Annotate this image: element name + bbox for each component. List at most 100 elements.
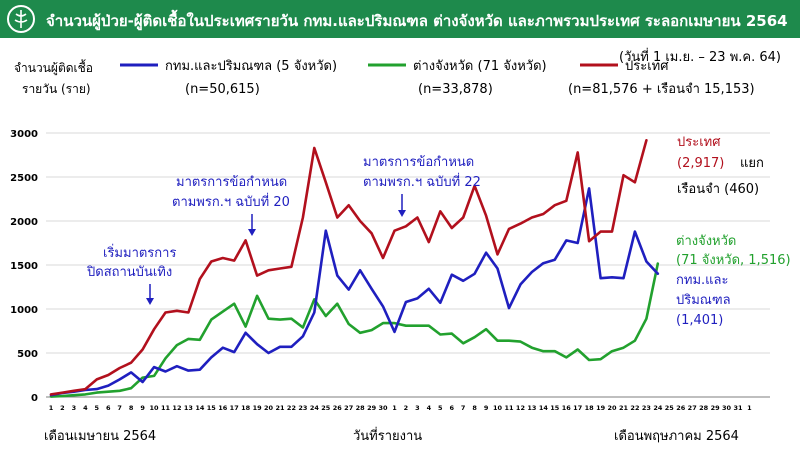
x-tick-label: 18 [241,404,251,412]
x-tick-label: 18 [585,404,595,412]
x-tick-label: 5 [95,404,100,412]
x-tick-label: 14 [195,404,205,412]
y-tick-label: 1500 [10,261,38,272]
end-label-bkk-line3: (1,401) [676,313,723,328]
x-tick-label: 29 [367,404,377,412]
end-label-nation-line2: (2,917) [677,156,724,171]
x-tick-label: 5 [438,404,443,412]
legend-n-nation: (n=81,576 + เรือนจำ 15,153) [568,81,755,97]
y-tick-label: 2500 [10,173,38,184]
x-tick-label: 22 [630,404,639,412]
series-line-1 [49,262,660,398]
x-tick-label: 30 [379,404,389,412]
end-label-nation-split: แยก [740,156,764,171]
annotation-entertainment-line1: เริ่มมาตรการ [103,244,176,261]
annotation-decree22-line2: ตามพรก.ฯ ฉบับที่ 22 [363,173,481,190]
y-tick-label: 3000 [10,129,38,140]
x-tick-label: 29 [711,404,721,412]
end-label-prison: เรือนจำ (460) [677,181,759,197]
y-tick-label: 500 [17,349,38,360]
x-tick-label: 8 [472,404,477,412]
annotation-decree22-arrowhead [398,210,406,217]
x-tick-label: 16 [218,404,228,412]
x-tick-label: 6 [449,404,454,412]
x-tick-label: 23 [642,404,651,412]
x-tick-label: 13 [184,404,193,412]
x-tick-label: 17 [230,404,239,412]
x-tick-label: 2 [60,404,65,412]
page-title: จำนวนผู้ป่วย-ผู้ติดเชื้อในประเทศรายวัน ก… [46,12,788,30]
x-tick-label: 31 [733,404,743,412]
x-tick-label: 16 [562,404,572,412]
y-tick-label: 0 [31,393,38,404]
x-tick-label: 2 [404,404,409,412]
month-label-may: เดือนพฤษภาคม 2564 [614,429,739,444]
x-tick-label: 25 [665,404,675,412]
end-label-prov-line2: (71 จังหวัด, 1,516) [676,253,791,268]
series-line-0 [49,187,660,397]
x-tick-label: 7 [117,404,122,412]
legend-n-prov: (n=33,878) [418,82,493,97]
series-line-2 [49,139,648,396]
x-tick-label: 20 [264,404,274,412]
end-label-nation-line1: ประเทศ [677,135,721,150]
x-tick-label: 27 [344,404,353,412]
legend-label-bkk: กทม.และปริมณฑล (5 จังหวัด) [165,59,337,74]
y-axis-label-line1: จำนวนผู้ติดเชื้อ [14,61,93,75]
annotation-decree20-line1: มาตรการข้อกำหนด [176,175,287,190]
x-tick-label: 21 [275,404,285,412]
x-tick-label: 25 [321,404,331,412]
x-tick-label: 8 [129,404,134,412]
date-range: (วันที่ 1 เม.ย. – 23 พ.ค. 64) [619,50,781,65]
x-tick-label: 9 [140,404,145,412]
y-tick-label: 2000 [10,217,38,228]
x-tick-label: 15 [207,404,217,412]
annotation-entertainment-arrowhead [146,298,154,305]
x-tick-label: 10 [150,404,160,412]
annotation-decree22-line1: มาตรการข้อกำหนด [363,155,474,170]
month-label-april: เดือนเมษายน 2564 [44,429,157,444]
x-tick-label: 27 [688,404,697,412]
legend-label-prov: ต่างจังหวัด (71 จังหวัด) [413,59,547,74]
x-tick-label: 1 [747,404,752,412]
x-axis-label: วันที่รายงาน [353,429,423,444]
x-tick-label: 12 [172,404,181,412]
x-tick-label: 15 [550,404,560,412]
x-tick-label: 6 [106,404,111,412]
annotation-decree20-line2: ตามพรก.ฯ ฉบับที่ 20 [172,193,290,210]
x-tick-label: 1 [49,404,54,412]
x-tick-label: 1 [392,404,397,412]
x-tick-label: 9 [484,404,489,412]
ministry-logo-icon [7,5,35,33]
end-label-prov-line1: ต่างจังหวัด [676,234,736,249]
x-tick-label: 28 [699,404,709,412]
x-tick-label: 30 [722,404,732,412]
y-tick-label: 1000 [10,305,38,316]
y-axis-label-line2: รายวัน (ราย) [22,82,91,96]
x-tick-label: 21 [619,404,629,412]
x-tick-label: 14 [539,404,549,412]
header-bar: จำนวนผู้ป่วย-ผู้ติดเชื้อในประเทศรายวัน ก… [0,0,800,38]
x-tick-label: 13 [527,404,536,412]
x-tick-label: 23 [298,404,307,412]
x-tick-label: 17 [573,404,582,412]
annotation-entertainment-line2: ปิดสถานบันเทิง [86,265,172,280]
x-tick-label: 3 [72,404,77,412]
x-tick-label: 4 [427,404,432,412]
legend-n-bkk: (n=50,615) [185,82,260,97]
x-tick-label: 3 [415,404,420,412]
x-tick-label: 19 [596,404,606,412]
end-label-bkk-line2: ปริมณฑล [676,293,731,308]
x-tick-label: 19 [253,404,263,412]
x-tick-label: 4 [83,404,88,412]
x-tick-label: 10 [493,404,503,412]
x-tick-label: 24 [653,404,663,412]
x-tick-label: 22 [287,404,296,412]
x-tick-label: 20 [608,404,618,412]
x-tick-label: 24 [310,404,320,412]
x-tick-label: 12 [516,404,525,412]
x-tick-label: 7 [461,404,466,412]
end-label-bkk-line1: กทม.และ [676,273,728,288]
